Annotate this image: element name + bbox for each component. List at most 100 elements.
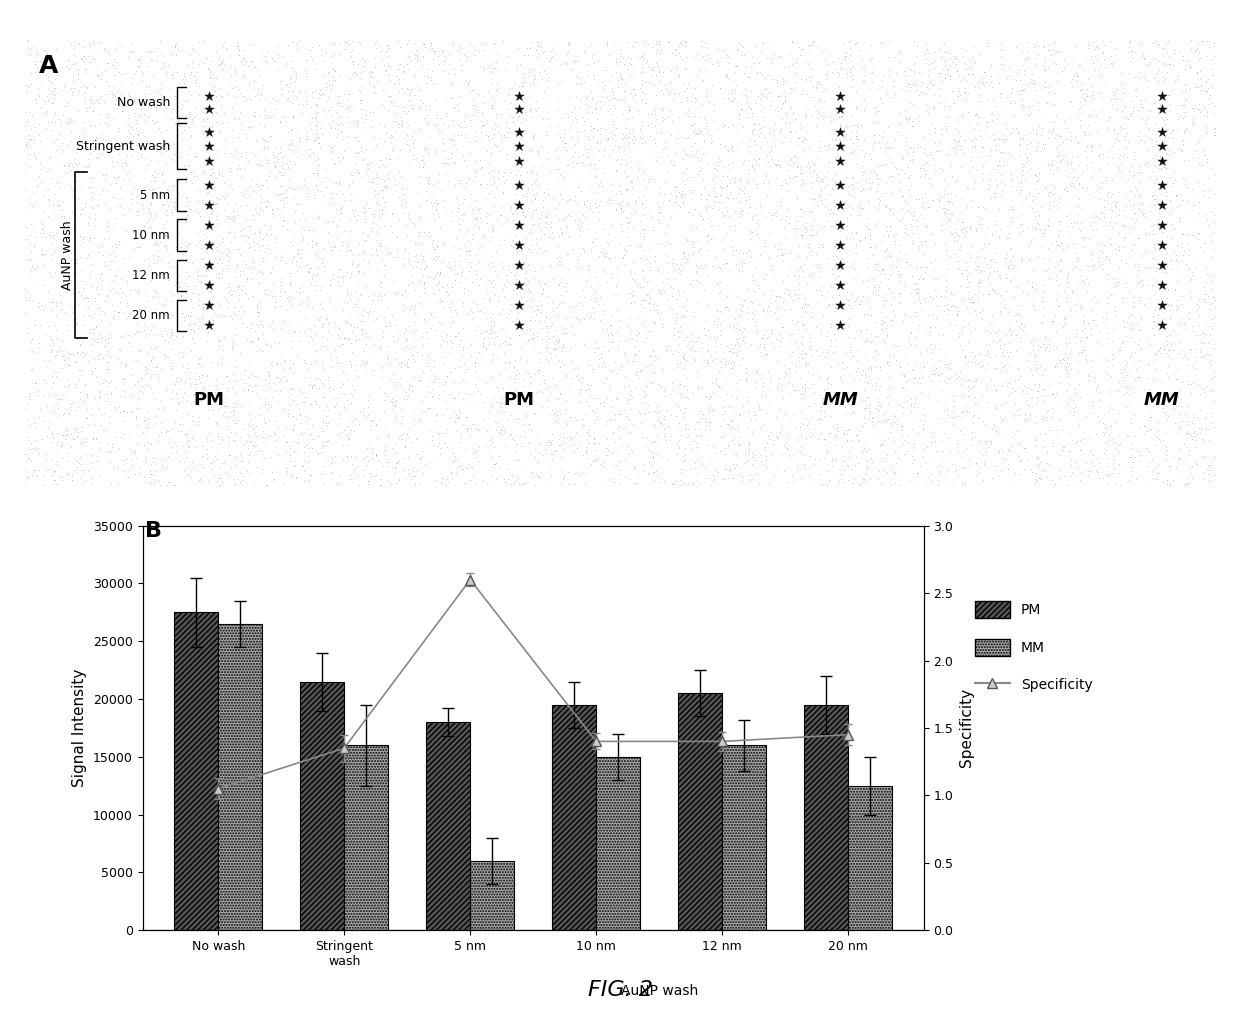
Point: [1180, 59, 1200, 75]
Point: [179, 443, 198, 459]
Point: [707, 154, 727, 170]
Point: [281, 380, 301, 396]
Point: [734, 292, 754, 308]
Point: [32, 242, 52, 258]
Point: [868, 328, 888, 344]
Point: [901, 396, 921, 412]
Point: [806, 79, 826, 95]
Point: [115, 234, 135, 250]
Point: [451, 62, 471, 78]
Point: [17, 32, 37, 49]
Point: [263, 375, 283, 391]
Point: [40, 445, 60, 461]
Point: [521, 165, 541, 181]
Point: [799, 339, 818, 355]
Point: [180, 462, 200, 478]
Point: [1161, 311, 1180, 328]
Point: [987, 111, 1007, 127]
Point: [843, 59, 863, 75]
Point: [312, 300, 332, 316]
Point: [254, 140, 274, 156]
Point: [1013, 382, 1033, 398]
Point: [701, 453, 720, 469]
Point: [141, 188, 161, 204]
Point: [723, 149, 743, 165]
Point: [270, 252, 290, 268]
Point: [326, 186, 346, 202]
Point: [1008, 423, 1028, 439]
Point: [314, 187, 334, 203]
Point: [882, 415, 901, 431]
Point: [300, 466, 320, 482]
Point: [257, 430, 277, 446]
Point: [680, 254, 699, 270]
Point: [1132, 271, 1152, 287]
Point: [1135, 205, 1154, 221]
Point: [195, 117, 215, 133]
Point: [1018, 452, 1038, 468]
Point: [867, 217, 887, 234]
Point: [201, 255, 221, 271]
Point: [500, 302, 520, 318]
Point: [370, 476, 389, 492]
Point: [206, 377, 226, 393]
Point: [50, 180, 69, 196]
Point: [1043, 386, 1063, 402]
Point: [321, 139, 341, 155]
Point: [820, 434, 839, 450]
Point: [599, 381, 619, 397]
Point: [743, 268, 763, 284]
Point: [119, 163, 139, 179]
Point: [243, 80, 263, 96]
Point: [760, 121, 780, 137]
Point: [1161, 169, 1180, 185]
Point: [502, 109, 522, 125]
Point: [521, 298, 541, 314]
Point: [554, 326, 574, 342]
Point: [837, 69, 857, 85]
Point: [930, 457, 950, 473]
Point: [124, 231, 144, 247]
Point: [229, 48, 249, 64]
Point: [997, 378, 1017, 394]
Point: [332, 199, 352, 215]
Point: [1071, 215, 1091, 232]
Point: [74, 228, 94, 245]
Point: [76, 433, 95, 449]
Point: [742, 449, 761, 465]
Point: [459, 282, 479, 298]
Point: [246, 201, 265, 217]
Point: [1128, 158, 1148, 174]
Point: [557, 104, 577, 120]
Point: [1019, 239, 1039, 255]
Point: [186, 65, 206, 81]
Point: [570, 75, 590, 91]
Point: [1065, 259, 1085, 275]
Point: [451, 119, 471, 135]
Point: [162, 66, 182, 82]
Point: [1110, 201, 1130, 217]
Point: [836, 386, 856, 402]
Point: [200, 197, 219, 213]
Point: [1158, 341, 1178, 357]
Point: [224, 228, 244, 245]
Point: [320, 289, 340, 305]
Point: [181, 127, 201, 144]
Point: [143, 310, 162, 327]
Point: [435, 425, 455, 441]
Point: [821, 359, 841, 375]
Point: [858, 221, 878, 238]
Point: [723, 345, 743, 361]
Point: [434, 48, 454, 64]
Point: [770, 400, 790, 417]
Point: [433, 425, 453, 441]
Point: [182, 432, 202, 448]
Point: [764, 282, 784, 298]
Point: [738, 162, 758, 178]
Point: [219, 99, 239, 115]
Point: [143, 191, 162, 207]
Point: [1097, 295, 1117, 311]
Point: [603, 87, 622, 103]
Point: [967, 356, 987, 372]
Point: [464, 107, 484, 123]
